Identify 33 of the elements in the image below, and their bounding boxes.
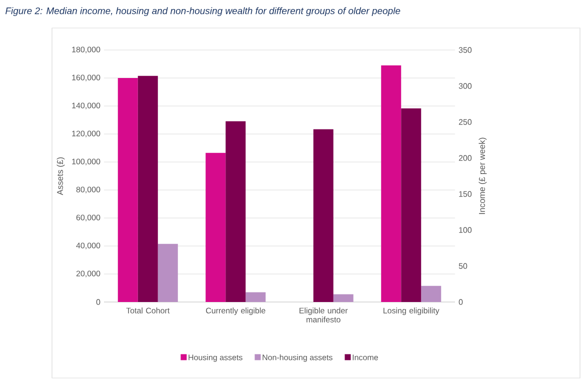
y2-axis-title: Income (£ per week)	[478, 138, 487, 214]
legend-label: Income	[352, 354, 378, 360]
y-tick-label: 120,000	[72, 130, 100, 138]
y2-tick-label: 100	[459, 227, 472, 233]
legend-label: Non-housing assets	[262, 354, 332, 362]
y2-tick-label: 50	[458, 263, 468, 269]
bar	[158, 244, 178, 302]
y-tick-label: 60,000	[76, 214, 100, 222]
x-tick-label: Eligible under manifesto	[300, 308, 348, 322]
x-tick-label: Currently eligible	[206, 308, 266, 315]
bar	[421, 286, 442, 302]
y-tick-label: 100,000	[72, 158, 100, 166]
y2-tick-label: 200	[458, 155, 472, 161]
y2-tick-label: 350	[458, 47, 472, 53]
y-tick-label: 20,000	[76, 270, 100, 278]
y2-tick-label: 150	[459, 191, 472, 197]
y-tick-label: 140,000	[72, 102, 100, 110]
x-tick-label: Losing eligibility	[384, 308, 440, 315]
y-tick-label: 80,000	[76, 186, 100, 194]
bar	[246, 292, 266, 302]
y2-tick-label: 250	[458, 119, 472, 125]
legend-label: Housing assets	[188, 354, 242, 362]
y2-tick-label: 0	[458, 299, 463, 305]
y2-tick-label: 300	[458, 83, 472, 89]
y-axis-title: Assets (£)	[56, 157, 65, 196]
chart-title: Figure 2: Median income, housing and non-housing wealth for different groups of older people	[6, 7, 400, 16]
bar	[313, 129, 334, 302]
bar	[333, 294, 354, 302]
y-tick-label: 0	[96, 299, 100, 305]
y-tick-label: 160,000	[72, 74, 100, 82]
y-tick-label: 40,000	[76, 242, 100, 250]
x-tick-label: Total Cohort	[126, 308, 170, 314]
y-tick-label: 180,000	[72, 46, 100, 54]
